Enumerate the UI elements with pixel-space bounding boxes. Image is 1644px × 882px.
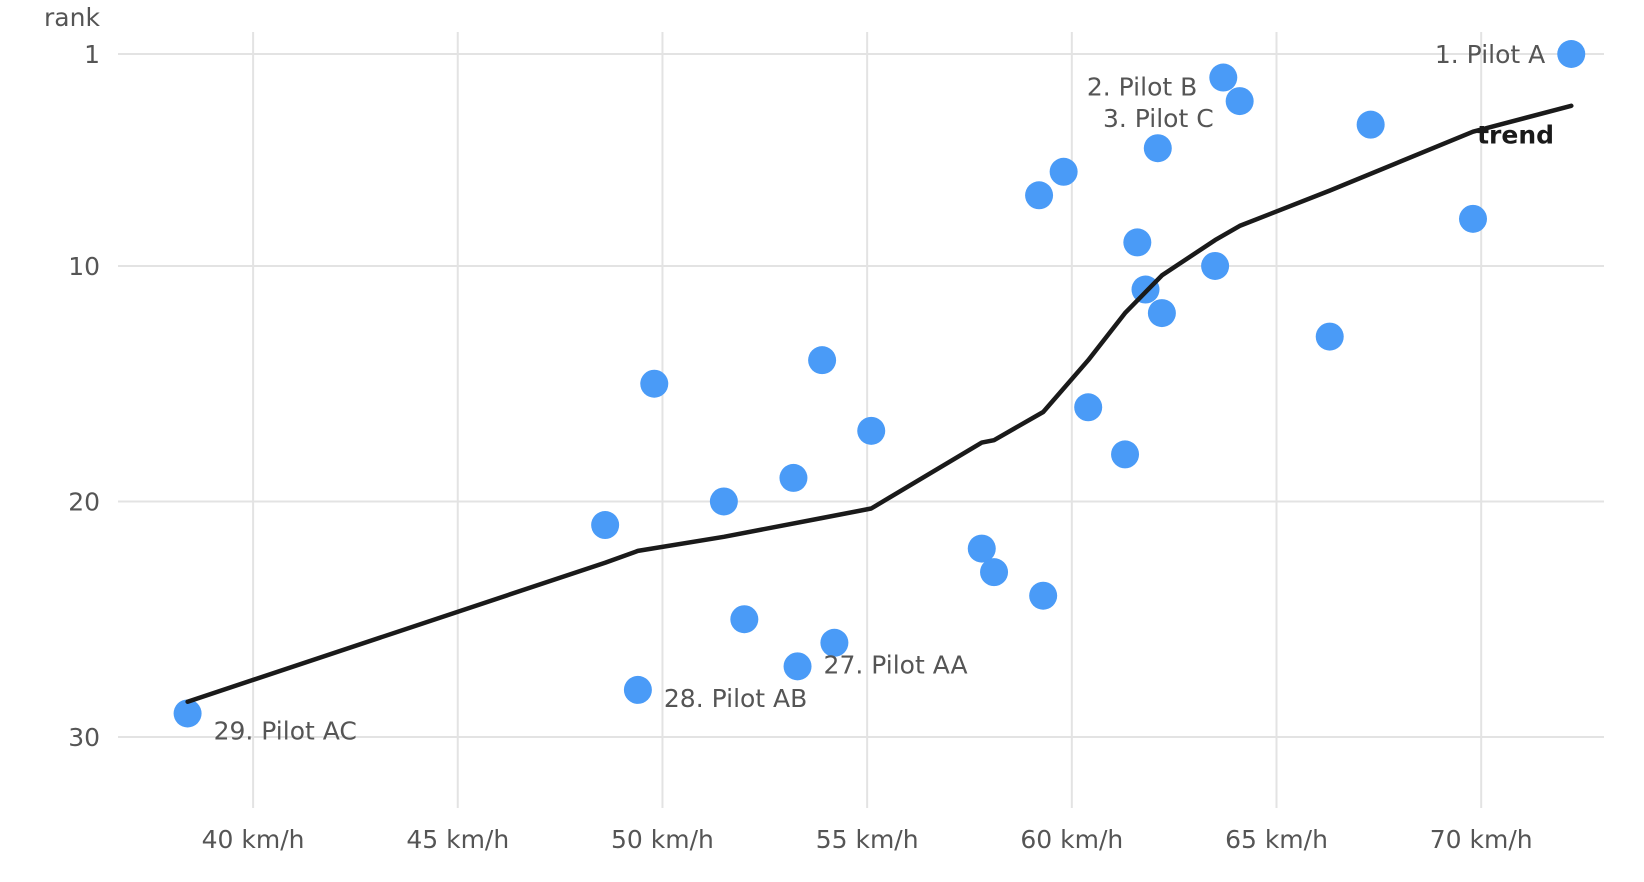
x-tick-label: 40 km/h <box>202 825 305 854</box>
data-point <box>1201 251 1230 280</box>
data-point <box>808 346 837 375</box>
point-label: 1. Pilot A <box>1435 40 1545 69</box>
x-tick-label: 55 km/h <box>816 825 919 854</box>
point-label: 29. Pilot AC <box>214 716 357 745</box>
data-point <box>1557 40 1586 68</box>
data-point <box>980 558 1009 587</box>
data-point <box>1459 204 1488 233</box>
data-point <box>591 511 620 540</box>
data-point <box>967 534 996 563</box>
data-point <box>857 416 886 445</box>
data-points <box>173 40 1586 728</box>
point-label: 2. Pilot B <box>1087 73 1197 102</box>
data-point <box>623 675 652 704</box>
data-point <box>709 487 738 516</box>
vertical-gridlines <box>252 32 1483 808</box>
point-labels: 1. Pilot A 2. Pilot B3. Pilot C 27. Pilot … <box>214 40 1546 745</box>
y-tick-label: 10 <box>68 252 100 281</box>
data-point <box>1029 581 1058 610</box>
data-point <box>640 369 669 398</box>
trend-label: trend <box>1477 120 1554 149</box>
x-tick-label: 60 km/h <box>1020 825 1123 854</box>
data-point <box>730 605 759 634</box>
data-point <box>779 463 808 492</box>
data-point <box>1123 228 1152 257</box>
data-point <box>1356 110 1385 139</box>
data-point <box>1143 134 1172 163</box>
data-point <box>1074 393 1103 422</box>
data-point <box>1111 440 1140 469</box>
point-label: 28. Pilot AB <box>664 684 807 713</box>
data-point <box>173 699 202 728</box>
y-tick-label: 20 <box>68 487 100 516</box>
x-tick-label: 50 km/h <box>611 825 714 854</box>
point-label: 27. Pilot AA <box>824 650 968 679</box>
data-point <box>820 628 849 657</box>
y-tick-label: 30 <box>68 723 100 752</box>
data-point <box>1025 181 1054 210</box>
x-tick-label: 70 km/h <box>1430 825 1533 854</box>
horizontal-gridlines <box>118 53 1604 738</box>
data-point <box>1225 87 1254 116</box>
x-tick-label: 65 km/h <box>1225 825 1328 854</box>
y-axis-tick-labels: 1 10 20 30 <box>68 40 100 752</box>
data-point <box>1049 157 1078 186</box>
trend-line <box>185 103 1574 704</box>
data-point <box>1209 63 1238 92</box>
y-axis-title: rank <box>44 3 100 32</box>
x-axis-tick-labels: 40 km/h 45 km/h 50 km/h 55 km/h 60 km/h 65 km… <box>202 825 1533 854</box>
point-label: 3. Pilot C <box>1103 104 1214 133</box>
y-tick-label: 1 <box>84 40 100 69</box>
data-point <box>1315 322 1344 351</box>
data-point <box>1147 299 1176 328</box>
x-tick-label: 45 km/h <box>406 825 509 854</box>
data-point <box>783 652 812 681</box>
